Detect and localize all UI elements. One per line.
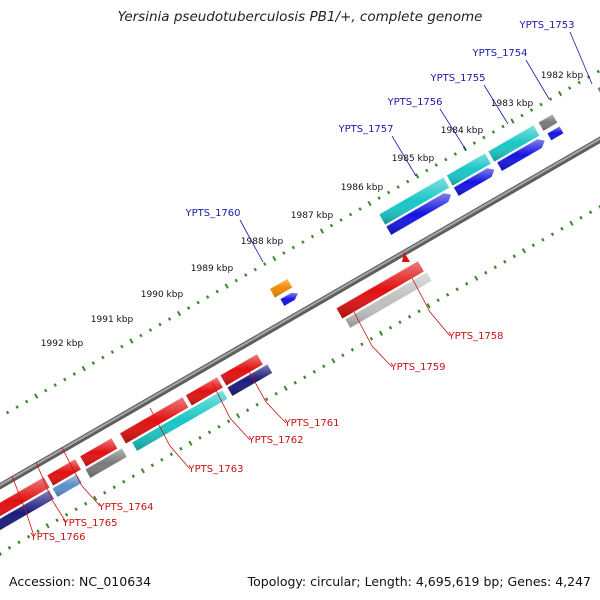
scale-label: 1986 kbp [341,183,384,193]
gene-ypts-1766-feature[interactable] [0,476,50,525]
gene-ypts-1760b-feature[interactable] [280,292,298,306]
gene-ypts-1765-feature[interactable] [46,458,81,486]
gene-label-bottom[interactable]: YPTS_1759 [389,362,445,373]
gene-label-top[interactable]: YPTS_1753 [518,20,574,31]
gene-ypts-1753-feature[interactable] [538,113,558,131]
scale-label: 1991 kbp [91,315,134,325]
tick-marks [0,69,600,556]
accession-text: Accession: NC_010634 [9,574,152,589]
gene-ypts-1753b-feature[interactable] [547,125,564,141]
red-marker-icon [402,252,410,262]
gene-ypts-1760-feature[interactable] [269,278,293,298]
scale-label: 1984 kbp [441,126,484,136]
scale-label: 1989 kbp [191,264,234,274]
scale-label: 1990 kbp [141,290,184,300]
scale-label: 1992 kbp [41,339,84,349]
scale-label: 1988 kbp [241,237,284,247]
gene-ypts-1765b-feature[interactable] [52,473,82,497]
gene-ypts-1758-feature[interactable] [336,260,424,319]
gene-ypts-1763b-feature[interactable] [119,396,189,444]
gene-ypts-1766b-feature[interactable] [0,489,54,536]
gene-ypts-1755-feature[interactable] [446,152,491,186]
gene-label-top[interactable]: YPTS_1756 [386,97,442,108]
upper-fragment-feature[interactable] [597,77,600,97]
label-leader-lines [11,31,593,537]
gene-ypts-1757-feature[interactable] [378,176,450,225]
scale-label: 1983 kbp [491,99,534,109]
gene-label-bottom[interactable]: YPTS_1765 [61,518,117,529]
scale-label: 1985 kbp [392,154,435,164]
gene-ypts-1764-feature[interactable] [85,447,127,478]
genome-backbone [0,136,600,490]
gene-ypts-1761b-feature[interactable] [227,363,273,396]
gene-features[interactable] [0,77,600,542]
gene-label-bottom[interactable]: YPTS_1764 [97,502,153,513]
gene-label-top[interactable]: YPTS_1754 [471,48,527,59]
gene-label-bottom[interactable]: YPTS_1761 [283,418,339,429]
gene-ypts-1762-feature[interactable] [185,376,223,406]
gene-ypts-1763-feature[interactable] [131,389,228,451]
gene-ypts-1756b-feature[interactable] [453,167,495,196]
gene-label-bottom[interactable]: YPTS_1762 [247,435,303,446]
gene-label-bottom[interactable]: YPTS_1766 [29,532,85,543]
gene-label-bottom[interactable]: YPTS_1763 [187,464,243,475]
text-labels: 1982 kbp 1983 kbp 1984 kbp 1985 kbp 1986 kbp… [29,20,583,543]
gene-ypts-1754-feature[interactable] [488,124,540,162]
genome-title: Yersinia pseudotuberculosis PB1/+, compl… [117,9,483,25]
genome-summary-text: Topology: circular; Length: 4,695,619 bp… [247,574,591,589]
gene-ypts-1757b-feature[interactable] [385,192,451,235]
gene-label-top[interactable]: YPTS_1760 [184,208,240,219]
scale-label: 1987 kbp [291,211,334,221]
gene-ypts-1761-feature[interactable] [220,353,263,386]
gene-label-top[interactable]: YPTS_1755 [429,73,485,84]
gene-label-bottom[interactable]: YPTS_1758 [447,331,503,342]
gene-ypts-1764b-feature[interactable] [79,437,118,467]
scale-label: 1982 kbp [541,71,584,81]
gene-ypts-1754b-feature[interactable] [496,138,545,171]
gene-label-top[interactable]: YPTS_1757 [337,124,393,135]
